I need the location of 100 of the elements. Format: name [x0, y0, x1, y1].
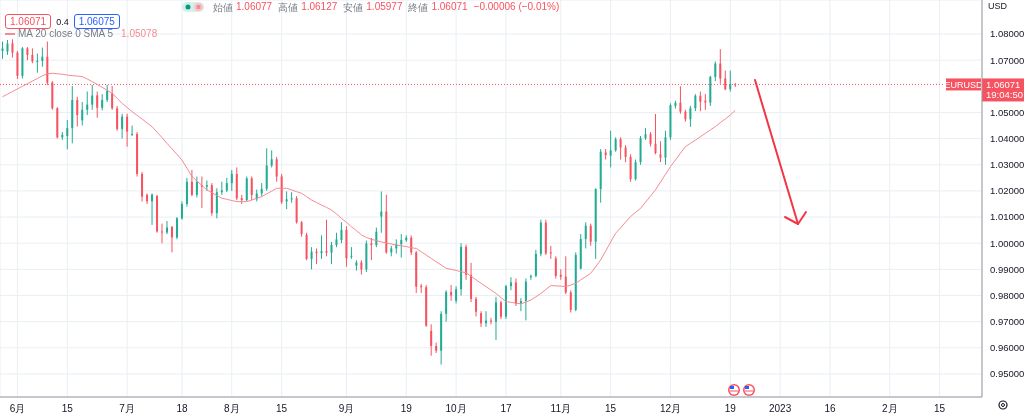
candlestick [445, 289, 448, 323]
candlestick [619, 136, 622, 161]
candlestick [290, 191, 293, 204]
candlestick [86, 91, 89, 116]
candlestick [11, 38, 14, 59]
x-tick-label: 10月 [445, 403, 467, 414]
annotation: −0.00006 (−0.01%) [473, 1, 560, 14]
x-tick-label: 15 [605, 403, 617, 414]
annotation: 1.05078 [121, 28, 158, 39]
y-tick-label: 1.05000 [990, 106, 1024, 118]
x-tick-label: 11月 [550, 403, 571, 414]
candlestick [559, 268, 562, 281]
text: USD [988, 1, 1008, 11]
candlestick [689, 105, 692, 128]
candlestick [126, 113, 129, 148]
y-tick-label: 0.95000 [990, 368, 1024, 380]
candlestick [549, 245, 552, 260]
candlestick [584, 221, 587, 249]
y-tick-label: 1.02000 [990, 185, 1024, 197]
candlestick [76, 96, 79, 128]
candlestick [350, 246, 353, 260]
candlestick [195, 176, 198, 198]
candlestick [250, 176, 253, 201]
x-tick-label: 7月 [119, 403, 135, 414]
ref-line-label: EURUSD [944, 79, 983, 90]
candlestick [450, 284, 453, 302]
text: 19:04:50 [986, 89, 1023, 101]
candlestick [679, 85, 682, 115]
candlestick [524, 278, 527, 321]
candlestick [41, 47, 44, 68]
candlestick [514, 278, 517, 307]
candlestick [275, 156, 278, 183]
x-tick-label: 19 [400, 403, 413, 414]
candlestick [36, 53, 39, 74]
candlestick [629, 153, 632, 183]
candlestick [475, 296, 478, 317]
candlestick [116, 105, 119, 132]
candlestick [714, 60, 717, 82]
candlestick [729, 70, 732, 93]
text: 1.06071 [986, 79, 1021, 91]
candlestick [430, 323, 433, 357]
candlestick [161, 223, 164, 244]
candlestick [564, 255, 567, 295]
x-tick-label: 2023 [768, 403, 792, 414]
y-tick-label: 0.98000 [990, 289, 1024, 301]
candlestick [410, 234, 413, 256]
candlestick [96, 91, 99, 119]
annotation: 始値 [213, 1, 233, 15]
candlestick [81, 101, 84, 127]
y-tick-label: 1.00000 [990, 237, 1024, 249]
candlestick [185, 177, 188, 208]
candlestick [589, 223, 592, 247]
candlestick [180, 200, 183, 221]
candlestick [245, 176, 248, 202]
candlestick [490, 317, 492, 325]
x-tick-label: 19 [724, 403, 737, 414]
candlestick [175, 216, 178, 240]
candlestick [554, 255, 557, 280]
candlestick [380, 190, 383, 234]
candlestick [320, 234, 323, 260]
candlestick [111, 85, 114, 111]
candlestick [156, 194, 159, 234]
candlestick [609, 130, 612, 168]
x-tick-label: 16 [824, 403, 836, 414]
candlestick [634, 159, 637, 181]
candlestick [16, 50, 19, 80]
y-tick-label: 0.99000 [990, 263, 1024, 275]
candlestick [499, 300, 502, 320]
candlestick [265, 147, 268, 192]
candlestick [121, 113, 124, 140]
x-tick-label: 15 [276, 403, 288, 414]
annotation: 1.06127 [301, 1, 338, 14]
y-tick-label: 1.08000 [990, 28, 1024, 40]
annotation: 高値 [278, 1, 299, 15]
annotation: 0.4 [56, 16, 69, 27]
annotation: 1.06077 [236, 1, 273, 14]
line-series [1, 72, 736, 305]
x-tick-label: 15 [934, 403, 946, 414]
y-tick-label: 1.07000 [990, 54, 1024, 66]
candlestick [699, 91, 702, 112]
y-tick-label: 1.04000 [990, 132, 1024, 144]
x-tick-label: 6月 [9, 403, 26, 414]
candlestick [370, 237, 373, 261]
y-tick-label: 0.97000 [990, 316, 1024, 328]
x-tick-label: 17 [500, 403, 512, 414]
x-tick-label: 2月 [882, 403, 898, 414]
annotation: 1.06071 [5, 14, 52, 29]
x-tick-label: 18 [176, 403, 188, 414]
annotation: 終値 [408, 1, 429, 15]
annotation: 安値 [343, 1, 364, 15]
candlestick [325, 219, 328, 257]
candlestick [509, 276, 512, 291]
candlestick [330, 241, 333, 265]
annotation: 1.05977 [366, 1, 403, 14]
candlestick [91, 84, 94, 111]
candlestick [400, 233, 403, 259]
candlestick [569, 289, 572, 314]
y-tick-label: 1.03000 [990, 159, 1024, 171]
candlestick [131, 125, 134, 137]
legend-label: MA 20 close 0 SMA 5 [18, 28, 114, 39]
